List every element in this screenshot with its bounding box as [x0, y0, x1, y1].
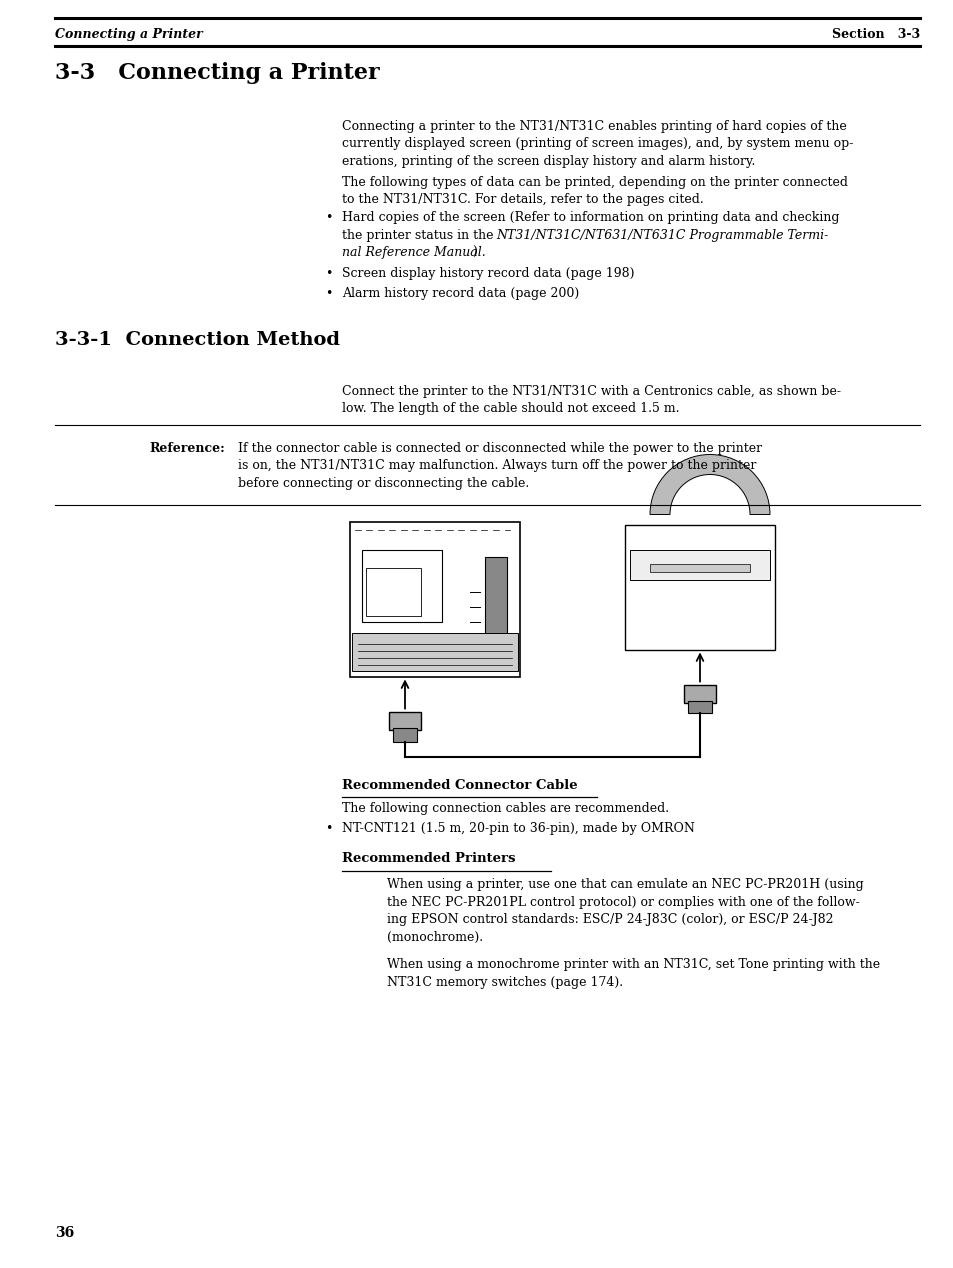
Text: 36: 36 [55, 1226, 74, 1240]
Text: the printer status in the: the printer status in the [341, 228, 497, 241]
Text: 3-3-1  Connection Method: 3-3-1 Connection Method [55, 331, 339, 349]
Bar [484, 557, 506, 657]
Text: •: • [325, 287, 332, 299]
Bar [389, 711, 420, 729]
Bar [361, 549, 441, 621]
Text: The following types of data can be printed, depending on the printer connected
t: The following types of data can be print… [341, 176, 847, 207]
Text: Reference:: Reference: [149, 441, 225, 454]
Bar [393, 728, 416, 742]
Text: •: • [325, 822, 332, 836]
Text: Alarm history record data (page 200): Alarm history record data (page 200) [341, 287, 578, 299]
Bar [683, 685, 716, 702]
Text: 3-3   Connecting a Printer: 3-3 Connecting a Printer [55, 62, 379, 84]
Bar [350, 521, 519, 677]
Text: When using a printer, use one that can emulate an NEC PC-PR201H (using
the NEC P: When using a printer, use one that can e… [387, 877, 862, 943]
Text: If the connector cable is connected or disconnected while the power to the print: If the connector cable is connected or d… [237, 441, 761, 489]
Wedge shape [649, 454, 769, 515]
Bar [687, 700, 711, 713]
Text: Recommended Connector Cable: Recommended Connector Cable [341, 779, 577, 791]
Text: When using a monochrome printer with an NT31C, set Tone printing with the
NT31C : When using a monochrome printer with an … [387, 959, 880, 989]
Text: Connect the printer to the NT31/NT31C with a Centronics cable, as shown be-
low.: Connect the printer to the NT31/NT31C wi… [341, 384, 841, 415]
Text: NT31/NT31C/NT631/NT631C Programmable Termi-: NT31/NT31C/NT631/NT631C Programmable Ter… [496, 228, 827, 241]
Text: Hard copies of the screen (Refer to information on printing data and checking: Hard copies of the screen (Refer to info… [341, 210, 839, 224]
Text: The following connection cables are recommended.: The following connection cables are reco… [341, 801, 668, 814]
Bar [366, 568, 420, 615]
Bar [624, 525, 774, 649]
Text: Connecting a Printer: Connecting a Printer [55, 28, 203, 41]
Bar [352, 633, 517, 671]
Text: nal Reference Manual.: nal Reference Manual. [341, 246, 485, 259]
Text: Section   3-3: Section 3-3 [831, 28, 919, 41]
Text: Connecting a printer to the NT31/NT31C enables printing of hard copies of the
cu: Connecting a printer to the NT31/NT31C e… [341, 120, 853, 167]
Bar [629, 549, 769, 579]
Text: •: • [325, 268, 332, 280]
Text: ): ) [472, 246, 476, 259]
Text: Screen display history record data (page 198): Screen display history record data (page… [341, 268, 634, 280]
Text: •: • [325, 210, 332, 224]
Text: Recommended Printers: Recommended Printers [341, 852, 515, 865]
Text: NT-CNT121 (1.5 m, 20-pin to 36-pin), made by OMRON: NT-CNT121 (1.5 m, 20-pin to 36-pin), mad… [341, 822, 694, 836]
Bar [649, 563, 749, 572]
